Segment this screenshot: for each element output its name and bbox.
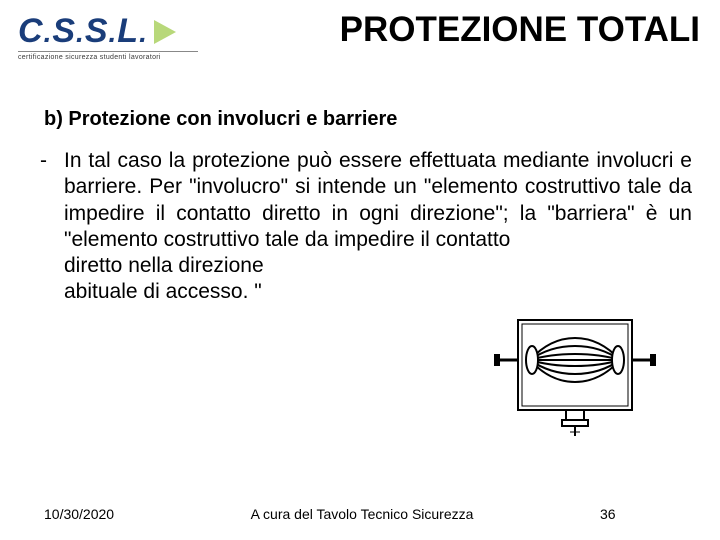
logo-subtitle: certificazione sicurezza studenti lavora… — [18, 51, 198, 61]
logo-main: C.S.S.L. — [18, 12, 198, 51]
body-paragraph: In tal caso la protezione può essere eff… — [64, 148, 692, 253]
logo: C.S.S.L. certificazione sicurezza studen… — [18, 12, 198, 72]
logo-letters: C.S.S.L. — [18, 12, 148, 51]
body-line-3: abituale di accesso. " — [64, 279, 692, 305]
footer-date: 10/30/2020 — [44, 506, 164, 522]
body-content: - In tal caso la protezione può essere e… — [64, 148, 692, 306]
page-title: PROTEZIONE TOTALI — [340, 10, 700, 50]
footer: 10/30/2020 A cura del Tavolo Tecnico Sic… — [0, 506, 720, 522]
arrow-icon — [154, 20, 176, 44]
section-heading: b) Protezione con involucri e barriere — [44, 108, 397, 131]
enclosure-illustration — [490, 308, 660, 438]
footer-credit: A cura del Tavolo Tecnico Sicurezza — [164, 506, 560, 522]
body-line-2: diretto nella direzione — [64, 253, 692, 279]
bullet-dash: - — [40, 148, 47, 174]
footer-page-number: 36 — [560, 506, 680, 522]
